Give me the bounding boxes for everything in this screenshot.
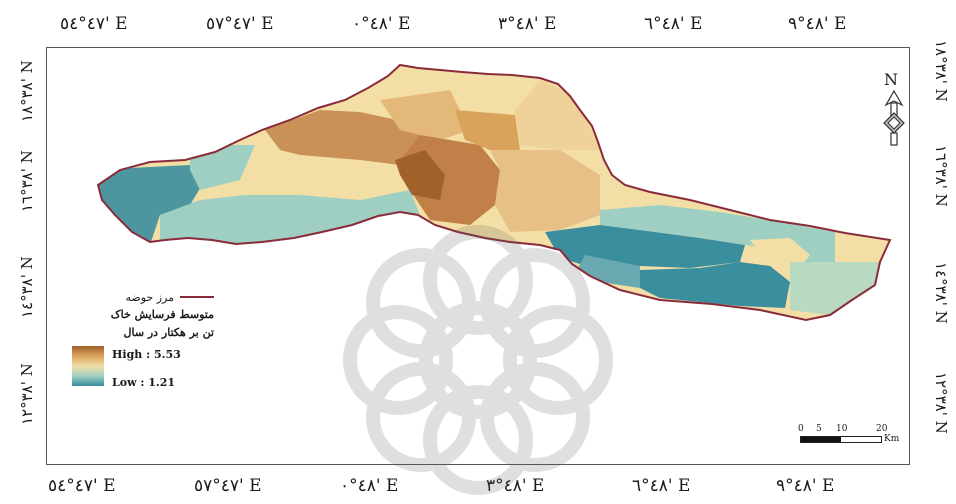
scale-unit: Km bbox=[884, 434, 900, 444]
lon-label-top: ٤٨°٠' E bbox=[352, 14, 411, 34]
lon-label-top: ٤٧°٥٧' E bbox=[206, 14, 275, 34]
compass-icon bbox=[883, 89, 905, 146]
legend-title-line2: تن بر هکتار در سال bbox=[123, 326, 214, 339]
legend-gradient-row: High : 5.53 Low : 1.21 bbox=[64, 346, 214, 389]
lon-label-top: ٤٨°٣' E bbox=[498, 14, 557, 34]
lon-label-bottom: ٤٧°٥٤' E bbox=[48, 476, 117, 496]
lon-label-top: ٤٨°٩' E bbox=[788, 14, 847, 34]
boundary-line-sample bbox=[180, 296, 214, 298]
north-arrow-icon: N bbox=[882, 70, 906, 163]
lon-label-bottom: ٤٨°٣' E bbox=[486, 476, 545, 496]
watermark-rosette bbox=[343, 225, 613, 495]
scale-bar-segments bbox=[800, 436, 882, 443]
lon-label-top: ٤٧°٥٤' E bbox=[60, 14, 129, 34]
scale-tick-label: 10 bbox=[836, 424, 848, 434]
legend-boundary-row: مرز حوضه bbox=[64, 288, 214, 306]
legend-title-line1: متوسط فرسایش خاک bbox=[110, 308, 214, 321]
basin-boundary bbox=[96, 63, 892, 322]
scale-tick-label: 0 bbox=[798, 424, 804, 434]
north-label: N bbox=[884, 70, 898, 89]
scale-ticks: 0 5 10 20 bbox=[798, 424, 900, 436]
scale-tick-label: 20 bbox=[876, 424, 888, 434]
lon-label-bottom: ٤٨°٩' E bbox=[776, 476, 835, 496]
lon-label-bottom: ٤٨°٠' E bbox=[340, 476, 399, 496]
legend-high-label: High : 5.53 bbox=[112, 348, 181, 361]
scale-tick-label: 5 bbox=[816, 424, 822, 434]
legend-low-label: Low : 1.21 bbox=[112, 376, 176, 389]
legend-boundary-label: مرز حوضه bbox=[125, 290, 175, 304]
legend: مرز حوضه متوسط فرسایش خاک تن بر هکتار در… bbox=[64, 288, 214, 389]
legend-color-ramp bbox=[72, 346, 104, 386]
scale-bar: 0 5 10 20 Km bbox=[798, 424, 900, 444]
lon-label-bottom: ٤٧°٥٧' E bbox=[194, 476, 263, 496]
lon-label-bottom: ٤٨°٦' E bbox=[632, 476, 691, 496]
lon-label-top: ٤٨°٦' E bbox=[644, 14, 703, 34]
